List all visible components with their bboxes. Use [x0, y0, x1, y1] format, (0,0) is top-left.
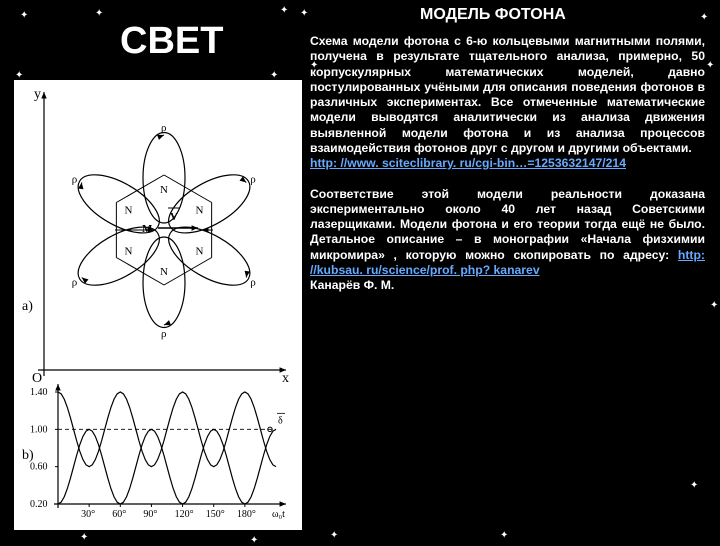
svg-text:ρ: ρ: [250, 174, 256, 186]
body-text: Схема модели фотона с 6-ю кольцевыми маг…: [310, 34, 705, 293]
svg-text:1.00: 1.00: [30, 424, 48, 435]
figure-svg: yxOa)NρNρNρNρNρNρMVb)0.200.601.001.4030°…: [14, 80, 302, 530]
svg-text:δ: δ: [278, 415, 283, 426]
star-icon: ✦: [95, 8, 103, 19]
svg-text:ρ: ρ: [72, 277, 78, 289]
main-title: СВЕТ: [120, 20, 223, 63]
author-name: Канарёв Ф. М.: [310, 278, 394, 292]
svg-text:0.60: 0.60: [30, 462, 48, 473]
sub-title: МОДЕЛЬ ФОТОНА: [420, 6, 566, 24]
svg-text:O: O: [32, 371, 42, 386]
svg-text:a): a): [22, 299, 33, 314]
star-icon: ✦: [706, 60, 714, 71]
svg-text:N: N: [196, 205, 204, 217]
svg-text:150°: 150°: [206, 509, 225, 520]
paragraph-2: Соответствие этой модели реальности дока…: [310, 187, 705, 262]
star-icon: ✦: [710, 300, 718, 311]
star-icon: ✦: [700, 12, 708, 23]
star-icon: ✦: [330, 530, 338, 541]
svg-text:120°: 120°: [175, 509, 194, 520]
link-sciteclibrary[interactable]: http: //www. sciteclibrary. ru/cgi-bin…=…: [310, 156, 626, 170]
star-icon: ✦: [250, 535, 258, 546]
svg-text:180°: 180°: [237, 509, 256, 520]
svg-text:N: N: [124, 205, 132, 217]
svg-text:ω₀t: ω₀t: [272, 509, 285, 520]
svg-text:y: y: [34, 87, 41, 102]
star-icon: ✦: [280, 5, 288, 16]
star-icon: ✦: [80, 532, 88, 543]
svg-text:N: N: [124, 246, 132, 258]
svg-text:ρ: ρ: [72, 174, 78, 186]
svg-text:1.40: 1.40: [30, 387, 48, 398]
star-icon: ✦: [300, 8, 308, 19]
svg-text:30°: 30°: [81, 509, 95, 520]
svg-text:90°: 90°: [143, 509, 157, 520]
svg-text:V: V: [170, 211, 178, 223]
svg-text:N: N: [160, 266, 168, 278]
star-icon: ✦: [20, 10, 28, 21]
star-icon: ✦: [500, 530, 508, 541]
svg-text:N: N: [196, 246, 204, 258]
svg-text:ρ: ρ: [161, 122, 167, 134]
svg-text:ρ: ρ: [161, 328, 167, 340]
svg-text:x: x: [282, 371, 289, 386]
svg-text:N: N: [160, 184, 168, 196]
svg-text:0.20: 0.20: [30, 499, 48, 510]
paragraph-1: Схема модели фотона с 6-ю кольцевыми маг…: [310, 34, 705, 155]
svg-text:60°: 60°: [112, 509, 126, 520]
star-icon: ✦: [690, 480, 698, 491]
figure-panel: yxOa)NρNρNρNρNρNρMVb)0.200.601.001.4030°…: [14, 80, 302, 530]
svg-text:ρ: ρ: [250, 277, 256, 289]
